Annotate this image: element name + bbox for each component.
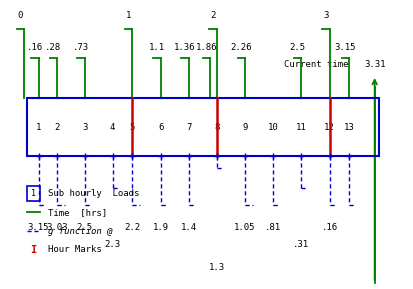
Text: 3.15: 3.15 [334,43,355,52]
Text: 2.3: 2.3 [104,240,120,249]
Text: 1.3: 1.3 [209,263,224,272]
Text: 11: 11 [295,123,306,132]
Text: 4: 4 [110,123,115,132]
Text: Current time: Current time [283,60,347,69]
Text: Hour Marks: Hour Marks [48,245,102,255]
Text: 7: 7 [186,123,191,132]
Text: 12: 12 [323,123,334,132]
Text: I: I [30,245,37,255]
Text: .16: .16 [27,43,43,52]
Text: 3: 3 [323,11,328,20]
Bar [27,98,378,156]
Text: 3.31: 3.31 [363,60,385,69]
Text: 1: 1 [36,123,41,132]
Text: 1: 1 [31,189,36,198]
Text: Sub hourly  Loads: Sub hourly Loads [48,189,140,198]
Text: .31: .31 [292,240,308,249]
Text: 2.5: 2.5 [289,43,304,52]
Text: 2.26: 2.26 [230,43,252,52]
Text: 1.1: 1.1 [149,43,164,52]
Text: 2.5: 2.5 [77,223,93,231]
Text: 2: 2 [55,123,59,132]
Text: 0: 0 [18,11,23,20]
Text: Time  [hrs]: Time [hrs] [48,208,107,217]
Text: 3.03: 3.03 [46,223,68,231]
Text: .16: .16 [321,223,337,231]
Text: 1.05: 1.05 [234,223,255,231]
Text: .28: .28 [45,43,61,52]
Text: 1.86: 1.86 [195,43,217,52]
Text: 2: 2 [210,11,215,20]
Text: 5: 5 [130,123,135,132]
Text: 1.36: 1.36 [174,43,195,52]
Text: 2.2: 2.2 [124,223,140,231]
Text: g function @: g function @ [48,227,113,236]
Text: .81: .81 [264,223,280,231]
Text: .73: .73 [73,43,89,52]
Bar [27,186,40,201]
Text: 13: 13 [343,123,354,132]
Text: 8: 8 [214,123,219,132]
Text: 9: 9 [242,123,247,132]
Text: 3.15: 3.15 [28,223,49,231]
Text: 1.9: 1.9 [152,223,168,231]
Text: 6: 6 [158,123,163,132]
Text: 3: 3 [82,123,87,132]
Text: 1: 1 [126,11,131,20]
Text: 1.4: 1.4 [180,223,196,231]
Text: 10: 10 [267,123,278,132]
